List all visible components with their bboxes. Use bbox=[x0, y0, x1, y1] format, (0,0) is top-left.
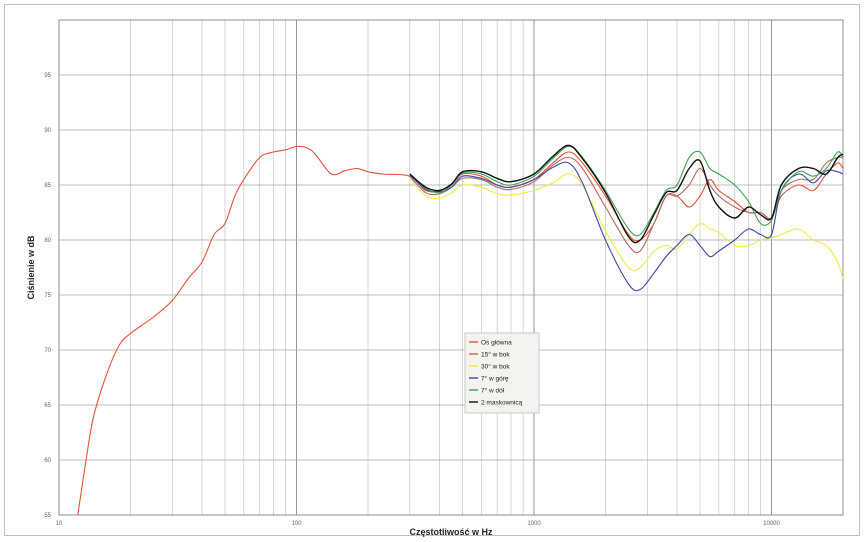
y-tick-label: 75 bbox=[44, 293, 51, 299]
legend: Oś główna 15° w bok 30° w bok 7° w górę 7° w… bbox=[464, 332, 540, 414]
y-tick-label: 95 bbox=[44, 73, 51, 79]
y-tick-label: 55 bbox=[44, 513, 51, 519]
series-line-2-maskownicą bbox=[409, 144, 844, 244]
y-tick-label: 65 bbox=[44, 403, 51, 409]
frequency-response-chart: 55 60 65 70 75 80 85 90 95 10 100 1000 10000 Częstotl… bbox=[26, 19, 844, 537]
series-group bbox=[77, 144, 844, 516]
legend-label: 7° w dół bbox=[481, 386, 505, 394]
x-tick-label: 1000 bbox=[527, 521, 541, 527]
legend-label: Oś główna bbox=[481, 339, 512, 346]
y-tick-label: 60 bbox=[44, 458, 51, 464]
y-tick-label: 70 bbox=[44, 348, 51, 354]
y-tick-label: 85 bbox=[44, 183, 51, 189]
y-axis-title: Ciśnienie w dB bbox=[26, 235, 36, 300]
y-tick-label: 90 bbox=[44, 128, 51, 134]
x-tick-label: 10000 bbox=[763, 521, 780, 527]
x-axis-title: Częstotliwość w Hz bbox=[409, 527, 493, 537]
series-line-30-w-bok bbox=[409, 173, 844, 279]
legend-box bbox=[464, 332, 540, 414]
legend-label: 30° w bok bbox=[481, 362, 510, 370]
y-tick-label: 80 bbox=[44, 238, 51, 244]
series-line-7-w-dół bbox=[409, 145, 844, 237]
legend-label: 7° w górę bbox=[481, 374, 509, 382]
x-tick-label: 10 bbox=[56, 521, 63, 527]
grid bbox=[58, 19, 844, 516]
plot-area-border bbox=[58, 19, 844, 516]
legend-label: 15° w bok bbox=[481, 350, 510, 358]
x-tick-label: 100 bbox=[291, 521, 302, 527]
legend-label: 2 maskownicą bbox=[481, 399, 523, 406]
chart-frame: 55 60 65 70 75 80 85 90 95 10 100 1000 10000 Częstotl… bbox=[4, 4, 860, 537]
